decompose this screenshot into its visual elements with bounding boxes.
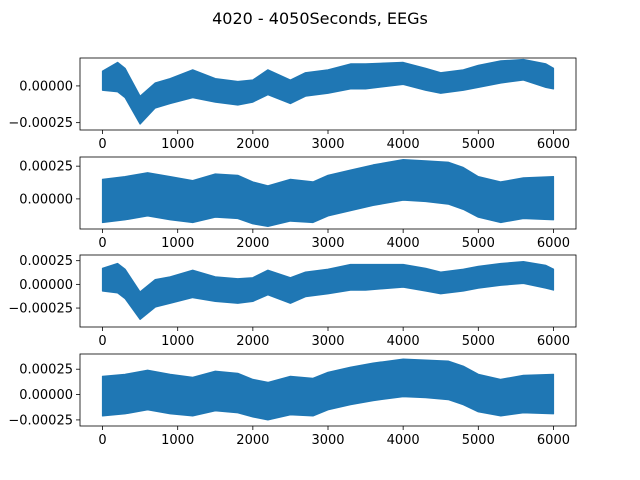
subplot-2: 0 1000 2000 3000 4000 5000 6000 0.00025 0.00000: [19, 156, 577, 251]
y-tick-label: −0.00025: [8, 302, 73, 317]
x-tick-label: 6000: [537, 236, 570, 251]
x-tick-label: 3000: [311, 137, 344, 152]
figure-title: 4020 - 4050Seconds, EEGs: [212, 9, 428, 28]
y-tick-label: −0.00025: [8, 413, 73, 428]
eeg-signal-area-4: [101, 358, 555, 421]
eeg-signal-area-3: [101, 261, 555, 320]
y-tick-label: 0.00000: [19, 192, 73, 207]
eeg-signal-area-2: [101, 159, 555, 227]
y-tick-label: 0.00025: [19, 254, 73, 269]
y-tick-label: 0.00000: [19, 79, 73, 94]
x-tick-label: 3000: [311, 433, 344, 448]
x-tick-label: 4000: [387, 433, 420, 448]
x-tick-label: 0: [98, 433, 106, 448]
x-tick-label: 2000: [236, 334, 269, 349]
x-tick-label: 0: [98, 334, 106, 349]
x-tick-label: 5000: [462, 334, 495, 349]
y-tick-label: −0.00025: [8, 116, 73, 131]
x-tick-label: 4000: [387, 334, 420, 349]
subplot-4: 0 1000 2000 3000 4000 5000 6000 0.00025 0.00000 −…: [8, 353, 577, 448]
x-tick-label: 1000: [161, 137, 194, 152]
x-tick-label: 6000: [537, 137, 570, 152]
subplot-3: 0 1000 2000 3000 4000 5000 6000 0.00025 0.00000 −…: [8, 254, 577, 349]
x-tick-label: 1000: [161, 433, 194, 448]
x-tick-label: 1000: [161, 334, 194, 349]
x-tick-label: 3000: [311, 334, 344, 349]
subplots-group: 0 1000 2000 3000 4000 5000 6000 0.00000 −0.00025…: [8, 57, 577, 448]
x-tick-label: 2000: [236, 433, 269, 448]
x-tick-label: 2000: [236, 137, 269, 152]
x-tick-label: 6000: [537, 433, 570, 448]
subplot-1: 0 1000 2000 3000 4000 5000 6000 0.00000 −0.00025: [8, 57, 577, 152]
x-tick-label: 4000: [387, 236, 420, 251]
eeg-signal-area-1: [101, 58, 555, 125]
y-tick-label: 0.00025: [19, 160, 73, 175]
x-tick-label: 3000: [311, 236, 344, 251]
x-tick-label: 4000: [387, 137, 420, 152]
x-tick-label: 5000: [462, 433, 495, 448]
x-tick-label: 2000: [236, 236, 269, 251]
y-tick-label: 0.00025: [19, 363, 73, 378]
x-tick-label: 0: [98, 137, 106, 152]
x-tick-label: 6000: [537, 334, 570, 349]
x-tick-label: 1000: [161, 236, 194, 251]
x-tick-label: 0: [98, 236, 106, 251]
x-tick-label: 5000: [462, 236, 495, 251]
x-tick-label: 5000: [462, 137, 495, 152]
y-tick-label: 0.00000: [19, 278, 73, 293]
y-tick-label: 0.00000: [19, 388, 73, 403]
